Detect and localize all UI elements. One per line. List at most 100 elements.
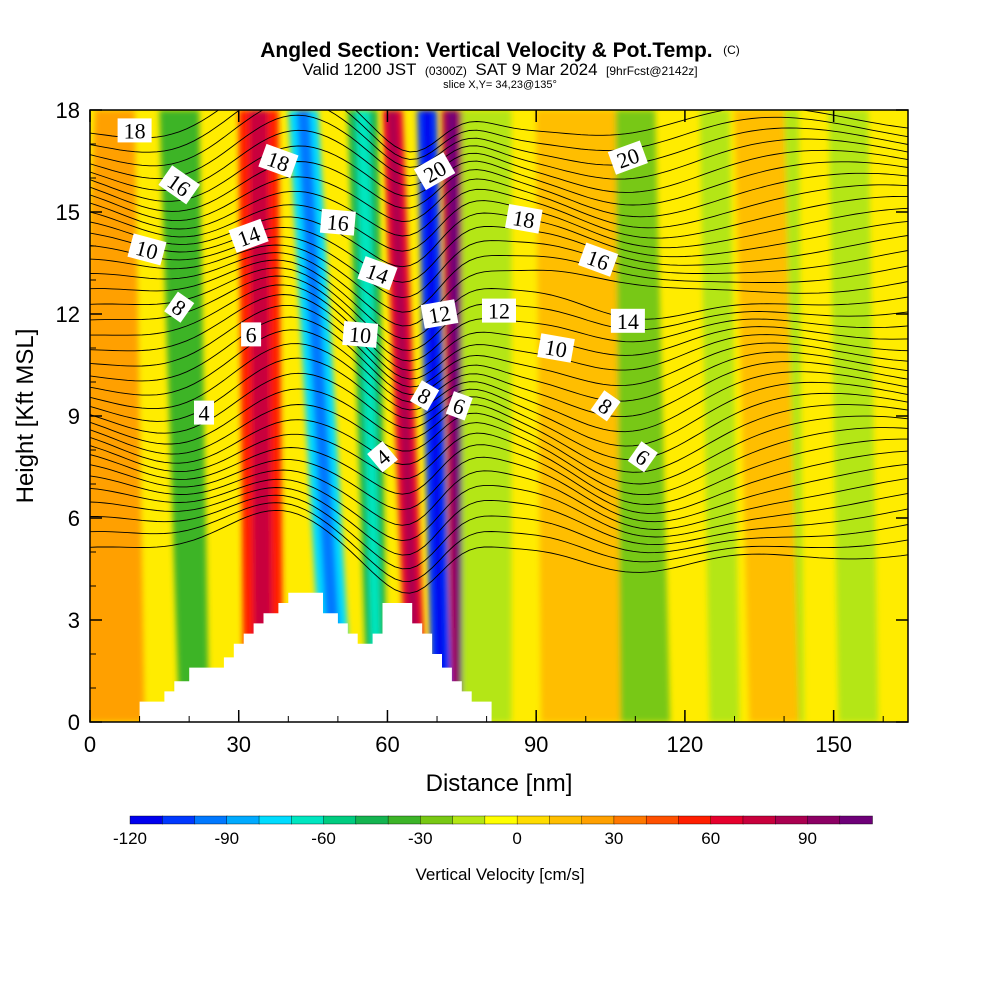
contour-label-box [537, 333, 575, 363]
x-axis: 0 30 60 90 120 150 [84, 110, 884, 757]
isentrope-line-2 [90, 502, 908, 582]
contour-label-text: 12 [488, 299, 510, 324]
contour-label-text: 10 [543, 334, 569, 362]
contour-label-7: 14 [228, 218, 269, 253]
colorbar-swatch [839, 815, 873, 825]
contour-label-box [504, 204, 543, 234]
contour-label-box [367, 441, 398, 473]
colorbar-swatch [162, 815, 196, 825]
velocity-band-2 [159, 110, 209, 722]
colorbar-tick-label: -120 [113, 829, 147, 848]
contour-label-19: 10 [537, 333, 575, 363]
forecast-label: [9hrFcst@2142z] [606, 64, 698, 78]
contour-label-box [258, 143, 299, 179]
velocity-band-14 [90, 110, 145, 722]
contour-label-17: 12 [482, 298, 516, 324]
contour-label-box [445, 391, 473, 421]
contour-label-24: 6 [627, 441, 658, 473]
valid-zulu-label: (0300Z) [425, 64, 467, 78]
contour-label-box [590, 390, 621, 422]
colorbar-swatch [678, 815, 712, 825]
contour-label-5: 4 [194, 400, 214, 426]
isentrope-line-10 [90, 419, 908, 496]
contour-label-box [482, 298, 516, 323]
contour-label-box [319, 208, 356, 236]
contour-label-box [607, 140, 648, 175]
chart-title: Angled Section: Vertical Velocity & Pot.… [260, 39, 740, 62]
isentrope-line-27 [90, 225, 908, 283]
contour-label-14: 12 [420, 299, 459, 329]
isentrope-line-1 [90, 509, 908, 594]
contour-label-text: 12 [427, 300, 453, 328]
isentrope-line-25 [90, 244, 908, 313]
contour-label-box [164, 291, 195, 323]
contour-label-6: 18 [258, 143, 299, 179]
colorbar: -120 -90 -60 -30 0 30 60 90 [113, 815, 873, 848]
contour-label-box [228, 218, 269, 253]
isentrope-line-6 [90, 469, 908, 530]
isentrope-line-9 [90, 432, 908, 505]
x-tick-label: 60 [375, 732, 399, 757]
colorbar-swatch [581, 815, 615, 825]
y-tick-label: 12 [56, 302, 80, 327]
contour-label-box [357, 256, 398, 291]
contour-label-4: 8 [164, 291, 195, 323]
contour-label-text: 4 [199, 401, 210, 426]
slice-label: slice X,Y= 34,23@135° [443, 79, 557, 91]
velocity-band-9 [461, 110, 512, 722]
isentrope-contours [90, 110, 908, 594]
isentrope-line-16 [90, 329, 908, 418]
contour-label-box [627, 441, 658, 473]
contour-label-8: 6 [241, 322, 262, 347]
colorbar-swatch [613, 815, 647, 825]
x-tick-label: 30 [226, 732, 250, 757]
contour-label-text: 18 [511, 205, 537, 233]
isentrope-line-24 [90, 252, 908, 327]
valid-date-label: SAT 9 Mar 2024 [475, 60, 597, 79]
y-tick-label: 18 [56, 98, 80, 123]
isentrope-line-5 [90, 478, 908, 542]
x-axis-label: Distance [nm] [426, 770, 573, 797]
contour-label-11: 10 [342, 320, 379, 348]
contour-label-18: 18 [504, 204, 543, 234]
colorbar-swatch [775, 815, 809, 825]
velocity-band-core-4 [296, 110, 345, 722]
isentrope-line-37 [90, 110, 908, 160]
contour-label-text: 18 [124, 118, 146, 143]
isentrope-line-11 [90, 404, 908, 485]
chart-subtitle: Valid 1200 JST (0300Z) SAT 9 Mar 2024 [9… [302, 60, 697, 79]
isentrope-line-19 [90, 294, 908, 380]
isentrope-line-20 [90, 284, 908, 371]
contour-label-text: 16 [326, 209, 350, 236]
contour-label-15: 8 [409, 380, 440, 411]
contour-label-9: 16 [319, 208, 356, 236]
colorbar-swatch [807, 815, 841, 825]
colorbar-swatch [258, 815, 293, 825]
contour-label-21: 16 [578, 242, 619, 277]
contour-label-23: 8 [590, 390, 621, 422]
colorbar-swatch [194, 815, 228, 825]
colorbar-swatch [484, 815, 518, 825]
y-tick-label: 15 [56, 200, 80, 225]
isentrope-line-14 [90, 357, 908, 447]
contour-label-text: 14 [617, 309, 639, 334]
isentrope-line-4 [90, 487, 908, 556]
isentrope-line-26 [90, 236, 908, 299]
contour-label-2: 16 [158, 165, 201, 205]
velocity-band-core-6 [387, 110, 422, 722]
chart-title-suffix: (C) [723, 43, 740, 57]
contour-label-box [127, 233, 167, 266]
isentrope-line-33 [90, 145, 908, 206]
isentrope-line-18 [90, 304, 908, 388]
isentrope-line-8 [90, 444, 908, 514]
colorbar-label: Vertical Velocity [cm/s] [415, 865, 584, 884]
colorbar-swatch [129, 815, 163, 825]
isentrope-line-32 [90, 161, 908, 218]
contour-label-16: 6 [445, 391, 473, 421]
colorbar-tick-label: 0 [512, 829, 521, 848]
contour-label-text: 6 [246, 322, 257, 347]
isentrope-line-36 [90, 110, 908, 168]
